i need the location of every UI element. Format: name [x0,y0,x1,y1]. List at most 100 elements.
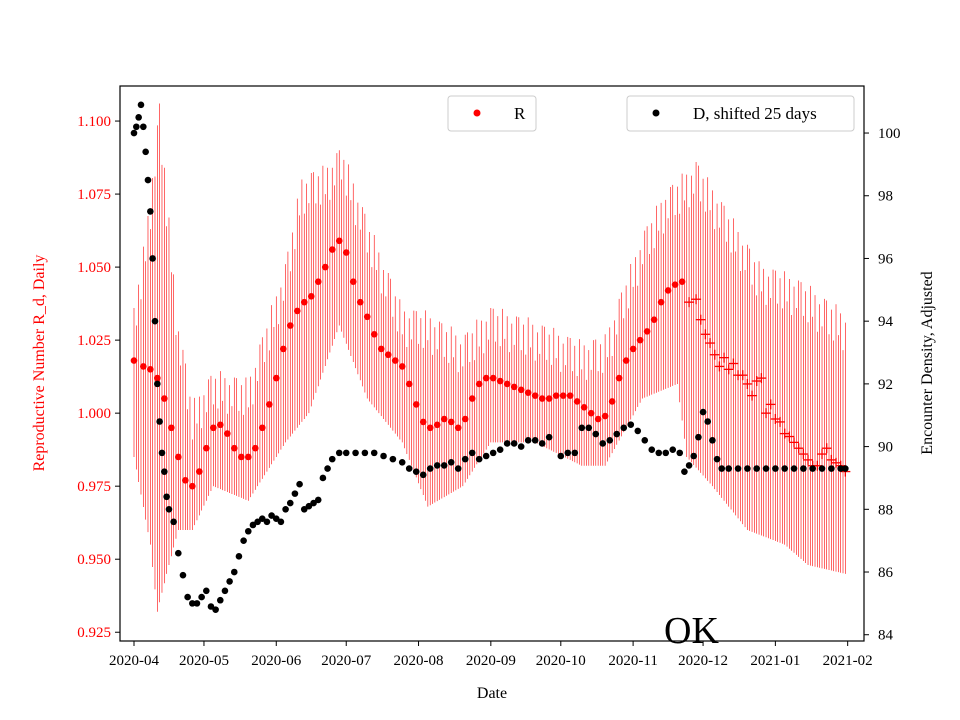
d-point [475,455,483,463]
r-point [580,404,588,411]
y-left-tick-label: 1.100 [77,114,111,130]
r-point [552,392,560,399]
d-point [296,480,303,488]
d-point [538,440,546,447]
d-point [300,506,308,513]
legend-r: R [447,95,537,132]
d-point [545,433,553,441]
r-plus-point [742,378,753,389]
r-plus-point [723,364,734,375]
r-point [461,415,469,423]
r-point [531,392,539,399]
r-point [140,363,147,370]
r-plus-point [714,361,725,372]
r-point [244,453,252,461]
d-point [571,449,579,457]
r-point [454,424,462,432]
d-point [230,568,238,576]
d-point [226,578,233,585]
r-plus-point [821,443,832,454]
d-point [163,493,170,501]
y-right-tick-label: 92 [878,377,893,393]
r-point [130,357,138,364]
d-point [482,452,490,460]
r-point [314,278,322,286]
d-point [207,603,215,610]
d-point [193,600,201,607]
r-plus-point [728,358,739,369]
d-point [405,465,413,472]
d-point [842,465,849,472]
r-point [391,357,399,364]
r-plus-point [784,431,795,442]
x-tick-label: 2021-02 [823,653,873,669]
y-right-tick-label: 88 [878,502,893,518]
d-point [669,446,677,454]
x-tick-label: 2020-08 [394,653,444,669]
d-point [641,437,649,444]
r-point [587,409,595,417]
r-point [363,313,371,321]
d-point [189,600,196,607]
y-left-tick-label: 1.050 [77,260,111,276]
r-point [328,246,336,253]
r-point [489,374,497,382]
r-point [608,398,616,405]
r-point [258,424,266,432]
d-point [335,449,343,457]
r-point [412,401,420,408]
d-point [578,424,586,432]
d-point [709,437,716,444]
r-point [671,281,679,288]
d-point [158,449,166,457]
r-point [440,415,448,423]
r-point [517,386,525,394]
r-point [573,398,581,405]
y-right-tick-label: 100 [878,126,901,142]
r-point [370,330,378,338]
d-point [426,465,434,472]
x-tick-label: 2020-07 [321,653,371,669]
r-plus-point [747,390,758,401]
y-right-tick-label: 94 [878,314,894,330]
r-point [496,377,504,385]
r-point [678,278,686,286]
d-point [398,458,406,466]
d-point [655,449,663,457]
d-point [613,430,621,438]
d-point [440,462,448,469]
r-plus-point [691,294,702,305]
r-point [237,453,245,461]
d-point [221,587,229,595]
r-point [650,316,658,323]
r-point [482,374,490,382]
r-point [384,351,392,359]
d-point [142,148,149,156]
d-series [130,101,849,613]
r-point [223,430,231,437]
r-series [130,237,686,490]
d-point [496,446,504,454]
r-point [202,444,210,452]
d-point [135,114,142,121]
d-point [305,502,313,510]
d-point [154,380,161,388]
d-point [291,490,299,497]
r-point [216,421,224,429]
d-point [433,462,441,469]
d-point [235,553,243,560]
d-point [681,468,688,475]
x-tick-label: 2020-06 [251,653,301,669]
x-axis-label: Date [477,685,507,702]
d-point [790,465,798,472]
d-point [503,440,511,447]
r-point [189,482,196,490]
d-point [165,506,173,513]
r-plus-point [798,449,809,460]
d-point [531,437,539,444]
r-point [147,366,154,373]
r-plus-point [756,373,767,384]
r-point [356,298,364,306]
x-axis-ticks: 2020-04 2020-05 2020-06 2020-07 2020-08 2020-… [109,641,873,669]
